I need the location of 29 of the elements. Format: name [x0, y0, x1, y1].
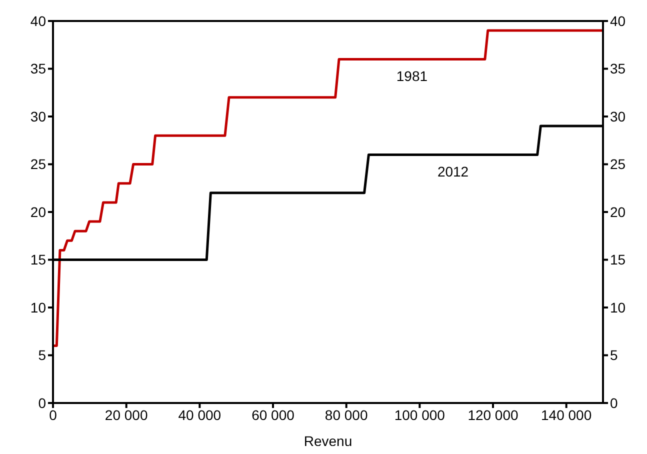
y-tick-label: 0	[38, 394, 46, 411]
y-tick-label: 25	[30, 156, 46, 172]
series-label: 2012	[437, 164, 469, 180]
y2-tick-label: 35	[610, 60, 626, 77]
y-tick-label: 10	[30, 299, 46, 316]
y2-tick-label: 40	[610, 12, 626, 29]
x-tick-label: 20 000	[104, 406, 148, 423]
series-label: 1981	[396, 68, 428, 84]
y2-tick-label: 15	[610, 252, 626, 268]
y2-tick-label: 30	[610, 108, 626, 124]
x-tick-label: 100 000	[394, 406, 446, 423]
x-tick-label: 120 000	[468, 406, 519, 423]
x-tick-label: 40 000	[178, 406, 222, 423]
x-tick-label: 80 000	[324, 406, 368, 423]
y-tick-label: 20	[30, 204, 46, 220]
y-tick-label: 35	[30, 60, 46, 77]
y2-tick-label: 10	[610, 299, 626, 316]
y-tick-label: 15	[30, 252, 46, 268]
y2-tick-label: 0	[610, 394, 618, 411]
y2-tick-label: 5	[610, 347, 618, 364]
x-tick-label: 60 000	[252, 406, 295, 423]
y2-tick-label: 20	[610, 204, 626, 220]
y-tick-label: 30	[30, 108, 46, 124]
x-axis-title: Revenu	[304, 433, 352, 449]
y2-tick-label: 25	[610, 156, 626, 172]
x-tick-label: 140 000	[541, 406, 592, 423]
y-tick-label: 5	[38, 347, 46, 364]
x-tick-label: 0	[49, 406, 58, 423]
y-tick-label: 40	[30, 12, 46, 29]
